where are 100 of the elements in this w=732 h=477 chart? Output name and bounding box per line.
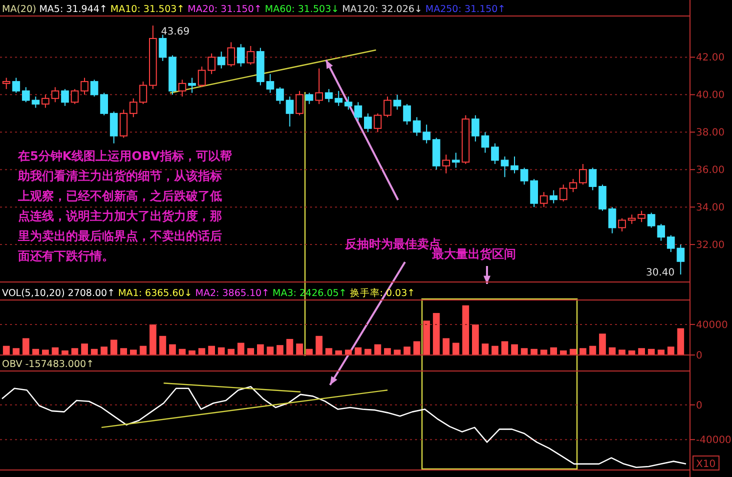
annotation: 43.69 xyxy=(160,26,190,38)
candlestick xyxy=(178,79,186,98)
text: MA2: 3865.10↑ xyxy=(192,288,270,299)
bar xyxy=(100,346,108,355)
bar xyxy=(492,346,498,355)
bar xyxy=(266,346,274,355)
bar xyxy=(169,344,176,355)
y-tick-label: 40.00 xyxy=(696,90,725,102)
bar xyxy=(618,350,626,355)
candlestick xyxy=(540,192,548,208)
candlestick xyxy=(550,190,558,204)
bar xyxy=(432,312,440,355)
candlestick xyxy=(510,156,518,174)
candlestick xyxy=(198,66,206,88)
candlestick xyxy=(305,92,314,105)
bar xyxy=(42,350,49,355)
bar xyxy=(32,348,40,355)
bar xyxy=(482,344,489,355)
y-tick-label: -40000 xyxy=(696,435,732,446)
text: VOL(5,10,20) 2708.00↑ xyxy=(2,288,116,299)
bar xyxy=(62,350,68,355)
bar xyxy=(560,350,567,355)
candlestick xyxy=(452,152,460,168)
candlestick xyxy=(530,178,538,208)
candlestick xyxy=(110,111,118,144)
text: MA60: 31.503↓ xyxy=(262,4,340,15)
bar xyxy=(530,348,538,355)
bar xyxy=(71,348,78,355)
bar xyxy=(511,344,518,355)
bar xyxy=(237,342,244,355)
text: MA10: 31.503↑ xyxy=(107,4,185,15)
bar xyxy=(599,334,606,355)
bar xyxy=(276,345,284,355)
bar xyxy=(638,348,645,355)
bar xyxy=(316,336,322,355)
candlestick xyxy=(296,90,304,116)
text: MA120: 32.026↓ xyxy=(339,4,422,15)
bar xyxy=(198,348,206,355)
y-tick-label: 0 xyxy=(696,350,702,362)
bar xyxy=(286,338,294,355)
bar xyxy=(550,347,558,355)
bar xyxy=(120,348,128,355)
bar xyxy=(520,348,528,355)
candlestick xyxy=(276,86,284,105)
candlestick xyxy=(158,34,167,62)
line-series xyxy=(1,386,687,468)
bar xyxy=(658,350,665,355)
candlestick xyxy=(442,154,450,174)
bar xyxy=(442,338,450,355)
y-tick-label: 34.00 xyxy=(696,202,725,214)
bar xyxy=(540,350,548,355)
candlestick xyxy=(403,104,411,126)
bar xyxy=(404,346,410,355)
candlestick xyxy=(2,77,10,90)
annotation: 30.40 xyxy=(646,268,675,279)
candlestick xyxy=(618,218,626,232)
candlestick xyxy=(90,79,98,98)
bar xyxy=(570,348,577,355)
bar xyxy=(580,348,586,355)
bar xyxy=(81,344,88,355)
text: 换手率: 0.03↑ xyxy=(346,287,416,299)
bar xyxy=(110,340,118,355)
annotation: 在5分钟K线图上运用OBV指标，可以帮助我们看清主力出货的细节，从该指标上观察，已经不创新高，之后跌破了低点连线，说明主力加大了出货力度，那里为卖出的最后临界点，不卖出的话后面还有下跌行情。 xyxy=(17,149,232,263)
y-tick-label: 36.00 xyxy=(696,165,725,176)
candlestick xyxy=(227,42,236,68)
text: OBV -157483.000↑ xyxy=(2,359,94,370)
candlestick xyxy=(481,132,490,154)
candlestick xyxy=(579,163,587,186)
bar xyxy=(218,347,225,355)
bar xyxy=(335,350,342,355)
text: MA250: 31.150↑ xyxy=(422,4,506,15)
bar xyxy=(413,341,420,355)
candlestick xyxy=(286,96,294,128)
candlestick xyxy=(598,184,606,212)
candlestick xyxy=(12,77,20,94)
bar xyxy=(257,344,264,355)
y-tick-label: 38.00 xyxy=(696,128,725,139)
candlestick xyxy=(520,167,528,186)
candlestick xyxy=(608,206,616,234)
bar xyxy=(2,346,10,355)
candlestick xyxy=(374,112,382,133)
text: MA1: 6365.60↓ xyxy=(115,288,192,299)
candlestick xyxy=(100,92,108,116)
candlestick xyxy=(588,167,597,191)
bar xyxy=(247,348,254,355)
candlestick xyxy=(80,77,88,96)
candlestick xyxy=(246,45,255,66)
candlestick xyxy=(491,142,499,164)
bar xyxy=(296,344,303,355)
candlestick xyxy=(42,94,50,108)
text: MA20: 31.150↑ xyxy=(184,4,262,15)
text: MA5: 31.944↑ xyxy=(36,4,108,15)
bar xyxy=(150,324,156,355)
bar xyxy=(472,324,479,355)
bar xyxy=(208,346,215,355)
y-tick-label: 0 xyxy=(696,400,702,412)
bar xyxy=(354,347,362,355)
candlestick xyxy=(208,52,216,75)
bar xyxy=(384,348,391,355)
y-tick-label: 32.00 xyxy=(696,240,725,252)
